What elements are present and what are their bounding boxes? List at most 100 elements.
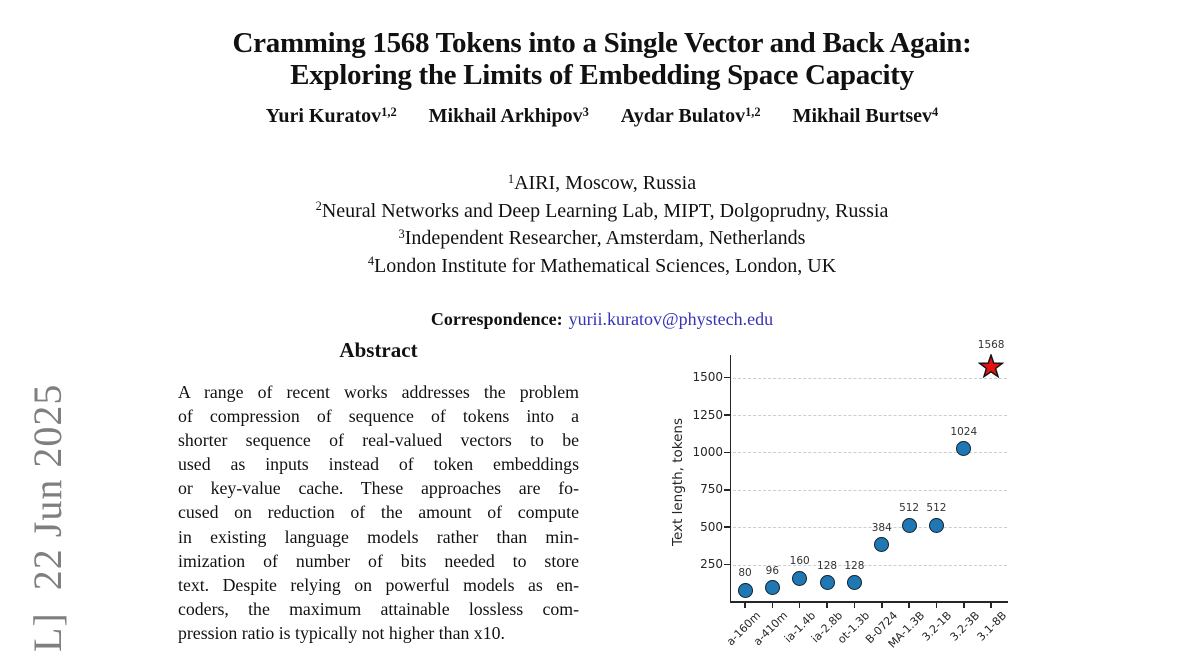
arxiv-watermark: L] 22 Jun 2025 xyxy=(25,383,70,652)
value-label: 80 xyxy=(738,567,752,580)
x-tick-mark xyxy=(935,602,938,608)
x-tick-label: 3.1-8B xyxy=(974,609,1010,644)
x-tick-mark xyxy=(771,602,774,608)
abstract-line: of compression of sequence of tokens int… xyxy=(178,406,579,427)
x-tick-mark xyxy=(990,602,992,608)
gridline xyxy=(733,489,1007,491)
affiliation-line: 4London Institute for Mathematical Scien… xyxy=(2,253,1200,281)
data-point xyxy=(956,441,972,457)
value-label: 128 xyxy=(844,559,865,572)
affiliation-superscript: 4 xyxy=(367,254,375,269)
gridline xyxy=(733,452,1007,454)
author-name: Mikhail Arkhipov xyxy=(428,105,583,127)
gridline xyxy=(733,377,1007,379)
x-tick-mark xyxy=(853,602,856,608)
affiliation-text: London Institute for Mathematical Scienc… xyxy=(374,254,837,277)
affiliation-text: Neural Networks and Deep Learning Lab, M… xyxy=(321,199,889,222)
x-tick-label: a-410m xyxy=(751,609,791,649)
value-label: 1024 xyxy=(950,425,978,438)
abstract-line: A range of recent works addresses the pr… xyxy=(178,382,579,402)
x-tick-mark xyxy=(744,602,746,608)
affiliation-line: 3Independent Researcher, Amsterdam, Neth… xyxy=(2,225,1200,253)
paper-title-line1: Cramming 1568 Tokens into a Single Vecto… xyxy=(232,27,972,59)
author-name: Yuri Kuratov xyxy=(265,105,382,127)
x-tick-mark xyxy=(908,602,910,608)
abstract-line: text. Despite relying on powerful models… xyxy=(178,574,579,595)
authors-line: Yuri Kuratov1,2 Mikhail Arkhipov3 Aydar Bu… xyxy=(2,104,1200,128)
x-tick-label: ia-1.4b xyxy=(781,609,818,646)
paper-title: Cramming 1568 Tokens into a Single Vecto… xyxy=(2,0,1200,91)
y-tick-mark xyxy=(724,414,730,416)
affiliation-text: Independent Researcher, Amsterdam, Nethe… xyxy=(404,227,806,249)
abstract-line: pression ratio is typically not higher t… xyxy=(178,622,505,643)
value-label: 512 xyxy=(899,502,920,515)
y-tick-label: 250 xyxy=(700,557,723,572)
paper-title-line2: Exploring the Limits of Embedding Space … xyxy=(290,59,914,91)
author-superscript: 1,2 xyxy=(381,104,397,119)
value-label: 384 xyxy=(871,521,892,534)
abstract-section: Abstract A range of recent works address… xyxy=(178,338,579,645)
author-superscript: 3 xyxy=(582,104,589,119)
abstract-line: used as inputs instead of token embeddin… xyxy=(178,454,579,475)
y-tick-label: 750 xyxy=(700,482,723,497)
affiliation-text: AIRI, Moscow, Russia xyxy=(514,172,697,194)
data-point xyxy=(819,575,835,591)
x-tick-label: B-0724 xyxy=(862,609,900,647)
correspondence-label: Correspondence: xyxy=(430,309,563,329)
y-tick-label: 1500 xyxy=(692,370,723,385)
author: Mikhail Arkhipov3 xyxy=(429,105,589,127)
x-tick-mark xyxy=(880,602,883,608)
y-axis-label: Text length, tokens xyxy=(670,418,686,546)
author-superscript: 1,2 xyxy=(745,104,761,119)
x-axis-spine xyxy=(729,601,1008,603)
y-axis-spine xyxy=(729,355,732,603)
x-tick-label: ot-1.3b xyxy=(835,609,873,647)
y-tick-mark xyxy=(724,563,730,566)
x-tick-mark xyxy=(963,602,965,608)
affiliations-block: 1AIRI, Moscow, Russia 2Neural Networks an… xyxy=(2,170,1200,280)
author-name: Aydar Bulatov xyxy=(620,105,746,127)
value-label: 160 xyxy=(789,555,810,568)
abstract-line: cused on reduction of the amount of comp… xyxy=(178,502,579,523)
x-tick-mark xyxy=(798,602,801,608)
y-tick-mark xyxy=(724,376,730,379)
value-label: 128 xyxy=(817,559,838,572)
abstract-line: shorter sequence of real-valued vectors … xyxy=(178,430,579,451)
correspondence-line: Correspondence: yurii.kuratov@phystech.ed… xyxy=(2,309,1200,330)
abstract-line: or key-value cache. These approaches are… xyxy=(178,478,579,499)
abstract-line: imization of number of bits needed to st… xyxy=(178,550,579,571)
gridline xyxy=(733,527,1007,529)
x-tick-label: a-160m xyxy=(724,609,764,649)
y-tick-mark xyxy=(724,489,730,491)
affiliation-superscript: 2 xyxy=(315,199,322,214)
data-point xyxy=(846,575,862,591)
data-point xyxy=(874,537,890,553)
x-tick-mark xyxy=(826,602,828,608)
y-tick-mark xyxy=(724,451,730,454)
author: Aydar Bulatov1,2 xyxy=(621,105,761,127)
affiliation-superscript: 3 xyxy=(398,226,405,241)
y-tick-label: 1000 xyxy=(692,444,723,459)
paper-header: Cramming 1568 Tokens into a Single Vecto… xyxy=(2,0,1200,330)
correspondence-email[interactable]: yurii.kuratov@phystech.edu xyxy=(568,309,774,329)
data-point xyxy=(764,580,780,596)
author: Yuri Kuratov1,2 xyxy=(266,105,397,127)
affiliation-superscript: 1 xyxy=(507,171,515,186)
x-tick-label: 3.2-1B xyxy=(919,609,955,644)
y-tick-mark xyxy=(724,526,730,528)
abstract-heading: Abstract xyxy=(339,338,418,362)
gridline xyxy=(733,415,1007,417)
gridline xyxy=(733,564,1007,566)
x-tick-label: ia-2.8b xyxy=(809,609,846,646)
data-point xyxy=(792,570,808,586)
value-label: 1568 xyxy=(977,338,1005,351)
data-point xyxy=(928,517,944,533)
author: Mikhail Burtsev4 xyxy=(793,105,939,127)
abstract-line: coders, the maximum attainable lossless … xyxy=(178,598,579,619)
affiliation-line: 2Neural Networks and Deep Learning Lab, … xyxy=(2,198,1200,226)
author-superscript: 4 xyxy=(932,104,939,119)
abstract-line: in existing language models rather than … xyxy=(178,526,579,547)
star-marker xyxy=(977,353,1005,380)
data-point xyxy=(737,582,753,598)
value-label: 512 xyxy=(926,502,947,515)
